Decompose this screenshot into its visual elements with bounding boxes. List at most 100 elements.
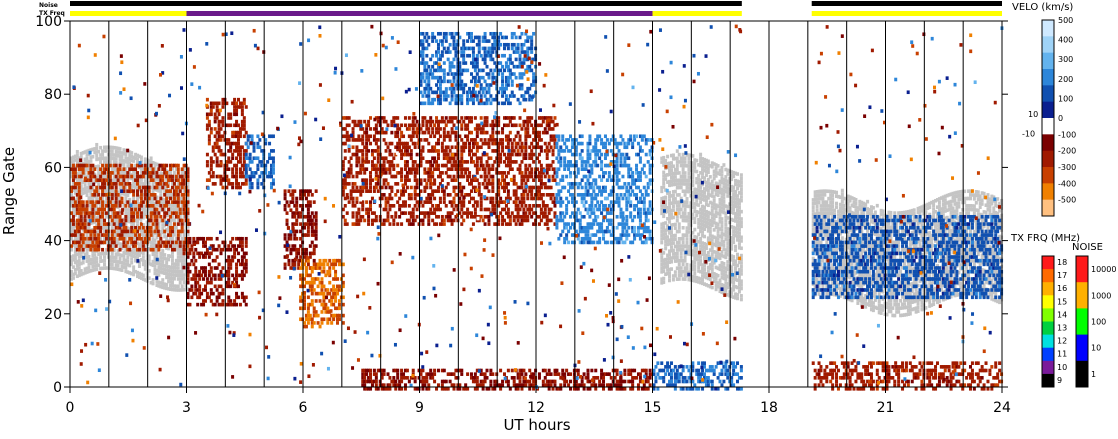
- ground-scatter-cell: [137, 253, 141, 258]
- ground-scatter-cell: [660, 229, 664, 234]
- ground-scatter-cell: [924, 287, 928, 292]
- ground-scatter-cell: [732, 233, 736, 237]
- ground-scatter-cell: [118, 150, 122, 155]
- velocity-cell: [101, 163, 105, 168]
- ground-scatter-cell: [165, 246, 169, 250]
- ground-scatter-cell: [677, 247, 681, 252]
- ground-scatter-cell: [130, 249, 134, 254]
- velocity-cell: [85, 211, 89, 215]
- ground-scatter-cell: [153, 227, 157, 232]
- ground-scatter-cell: [149, 200, 153, 204]
- ground-scatter-cell: [167, 265, 171, 269]
- ground-scatter-cell: [978, 234, 982, 239]
- ground-scatter-cell: [866, 207, 870, 211]
- ground-scatter-cell: [116, 175, 120, 180]
- ground-scatter-cell: [701, 204, 705, 209]
- ground-scatter-cell: [165, 264, 169, 269]
- velocity-cell: [77, 218, 81, 223]
- ground-scatter-cell: [716, 240, 720, 245]
- ground-scatter-cell: [163, 286, 167, 290]
- ground-scatter-cell: [89, 221, 93, 225]
- ground-scatter-cell: [180, 269, 184, 274]
- ground-scatter-cell: [87, 203, 91, 208]
- ground-scatter-cell: [668, 242, 672, 246]
- ground-scatter-cell: [112, 255, 116, 260]
- ground-scatter-cell: [932, 199, 936, 204]
- ground-scatter-cell: [902, 280, 906, 284]
- ground-scatter-cell: [924, 207, 928, 211]
- ground-scatter-cell: [924, 291, 928, 296]
- ground-scatter-cell: [992, 290, 996, 295]
- velocity-cell: [108, 174, 112, 179]
- ground-scatter-cell: [706, 218, 710, 222]
- ground-scatter-cell: [153, 202, 157, 206]
- ground-scatter-cell: [710, 223, 714, 228]
- ground-scatter-cell: [912, 307, 916, 311]
- ground-scatter-cell: [679, 182, 683, 186]
- ground-scatter-cell: [737, 286, 741, 290]
- ground-scatter-cell: [836, 293, 840, 298]
- velocity-cell: [116, 214, 120, 219]
- ground-scatter-cell: [172, 276, 176, 281]
- ground-scatter-cell: [699, 280, 703, 285]
- ground-scatter-cell: [965, 229, 969, 234]
- ground-scatter-cell: [949, 203, 953, 207]
- ground-scatter-cell: [73, 260, 77, 265]
- ground-scatter-cell: [99, 160, 103, 165]
- ground-scatter-cell: [963, 233, 967, 238]
- ground-scatter-cell: [91, 253, 95, 258]
- ground-scatter-cell: [118, 187, 122, 191]
- ground-scatter-cell: [137, 183, 141, 188]
- ground-scatter-cell: [660, 226, 664, 230]
- ground-scatter-cell: [136, 161, 140, 165]
- ground-scatter-cell: [114, 263, 118, 267]
- ground-scatter-cell: [932, 302, 936, 306]
- ground-scatter-cell: [739, 272, 743, 276]
- ground-scatter-cell: [662, 214, 666, 219]
- ground-scatter-cell: [677, 273, 681, 278]
- ground-scatter-cell: [871, 231, 875, 236]
- ground-scatter-cell: [825, 215, 829, 219]
- ground-scatter-cell: [910, 230, 914, 235]
- ground-scatter-cell: [710, 219, 714, 224]
- ground-scatter-cell: [823, 233, 827, 237]
- ground-scatter-cell: [856, 257, 860, 262]
- ground-scatter-cell: [75, 160, 79, 165]
- ground-scatter-cell: [93, 264, 97, 268]
- ground-scatter-cell: [994, 269, 998, 274]
- ground-scatter-cell: [899, 269, 903, 274]
- ground-scatter-cell: [974, 193, 978, 198]
- ground-scatter-cell: [126, 270, 130, 274]
- ground-scatter-cell: [669, 245, 673, 249]
- ground-scatter-cell: [965, 236, 969, 241]
- ground-scatter-cell: [821, 229, 825, 234]
- velocity-cell: [70, 167, 73, 171]
- ground-scatter-cell: [668, 260, 672, 264]
- ground-scatter-cell: [89, 239, 93, 244]
- velocity-cell: [99, 229, 103, 234]
- ground-scatter-cell: [714, 287, 718, 292]
- velocity-cell: [89, 211, 93, 215]
- ground-scatter-cell: [153, 169, 157, 173]
- ground-scatter-cell: [735, 238, 739, 242]
- velocity-cell: [122, 222, 126, 226]
- ground-scatter-cell: [889, 232, 893, 237]
- ground-scatter-cell: [829, 207, 833, 212]
- ground-scatter-cell: [976, 190, 980, 194]
- ground-scatter-cell: [693, 202, 697, 206]
- ground-scatter-cell: [671, 164, 675, 169]
- ground-scatter-cell: [85, 226, 89, 230]
- ground-scatter-cell: [908, 242, 912, 246]
- ground-scatter-cell: [984, 203, 988, 207]
- ground-scatter-cell: [687, 160, 691, 165]
- ground-scatter-cell: [71, 206, 75, 211]
- velocity-cell: [93, 225, 97, 230]
- ground-scatter-cell: [706, 166, 710, 171]
- ground-scatter-cell: [695, 180, 699, 185]
- ground-scatter-cell: [949, 210, 953, 215]
- ground-scatter-cell: [934, 294, 938, 298]
- ground-scatter-cell: [176, 258, 180, 263]
- ground-scatter-cell: [994, 262, 998, 266]
- ground-scatter-cell: [998, 260, 1002, 264]
- ground-scatter-cell: [706, 210, 710, 215]
